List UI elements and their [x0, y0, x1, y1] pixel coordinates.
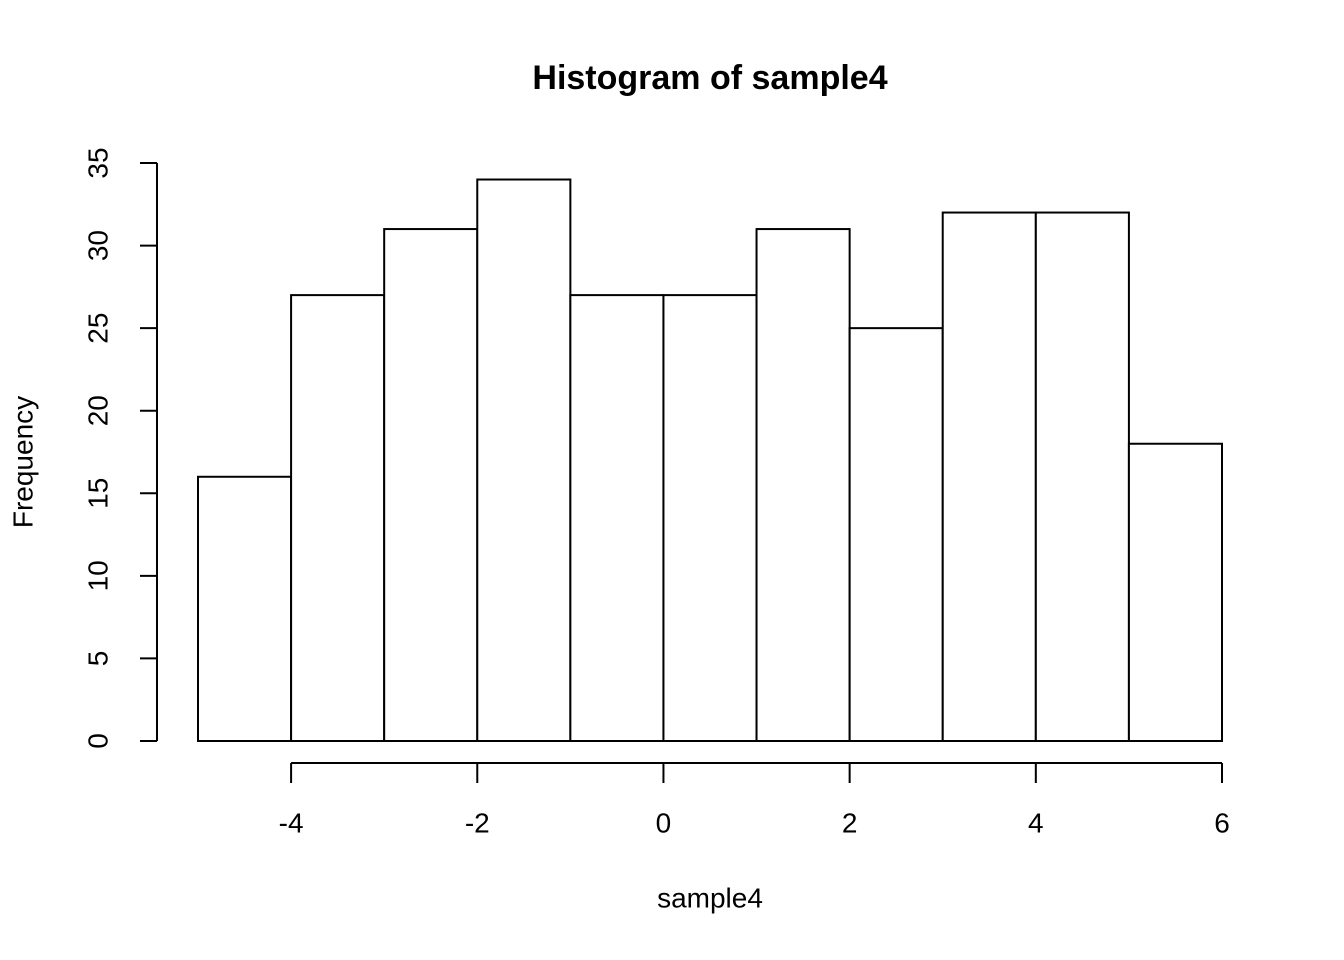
y-tick-label: 35 [82, 147, 113, 178]
chart-title: Histogram of sample4 [532, 59, 887, 97]
x-tick-label: -2 [465, 807, 490, 838]
histogram-bar [848, 327, 944, 742]
y-tick-label: 10 [82, 560, 113, 591]
histogram-bar [662, 294, 758, 742]
x-tick-label: 0 [656, 807, 672, 838]
y-tick-label: 30 [82, 230, 113, 261]
x-tick-label: 4 [1028, 807, 1044, 838]
x-axis-label: sample4 [657, 882, 763, 913]
y-tick-label: 25 [82, 313, 113, 344]
histogram-bar [383, 228, 479, 743]
histogram-bar [941, 211, 1037, 743]
histogram-bar [569, 294, 665, 742]
x-tick-label: 6 [1214, 807, 1230, 838]
y-tick-label: 0 [82, 733, 113, 749]
x-tick-label: -4 [279, 807, 304, 838]
y-tick-label: 15 [82, 478, 113, 509]
y-tick-label: 20 [82, 395, 113, 426]
histogram-bar [290, 294, 386, 742]
histogram-bar [476, 178, 572, 742]
x-tick-label: 2 [842, 807, 858, 838]
histogram-bar [1127, 442, 1223, 742]
histogram-bar [1034, 211, 1130, 743]
histogram-bar [197, 475, 293, 742]
y-tick-label: 5 [82, 651, 113, 667]
y-axis-label: Frequency [7, 396, 38, 528]
histogram-bar [755, 228, 851, 743]
